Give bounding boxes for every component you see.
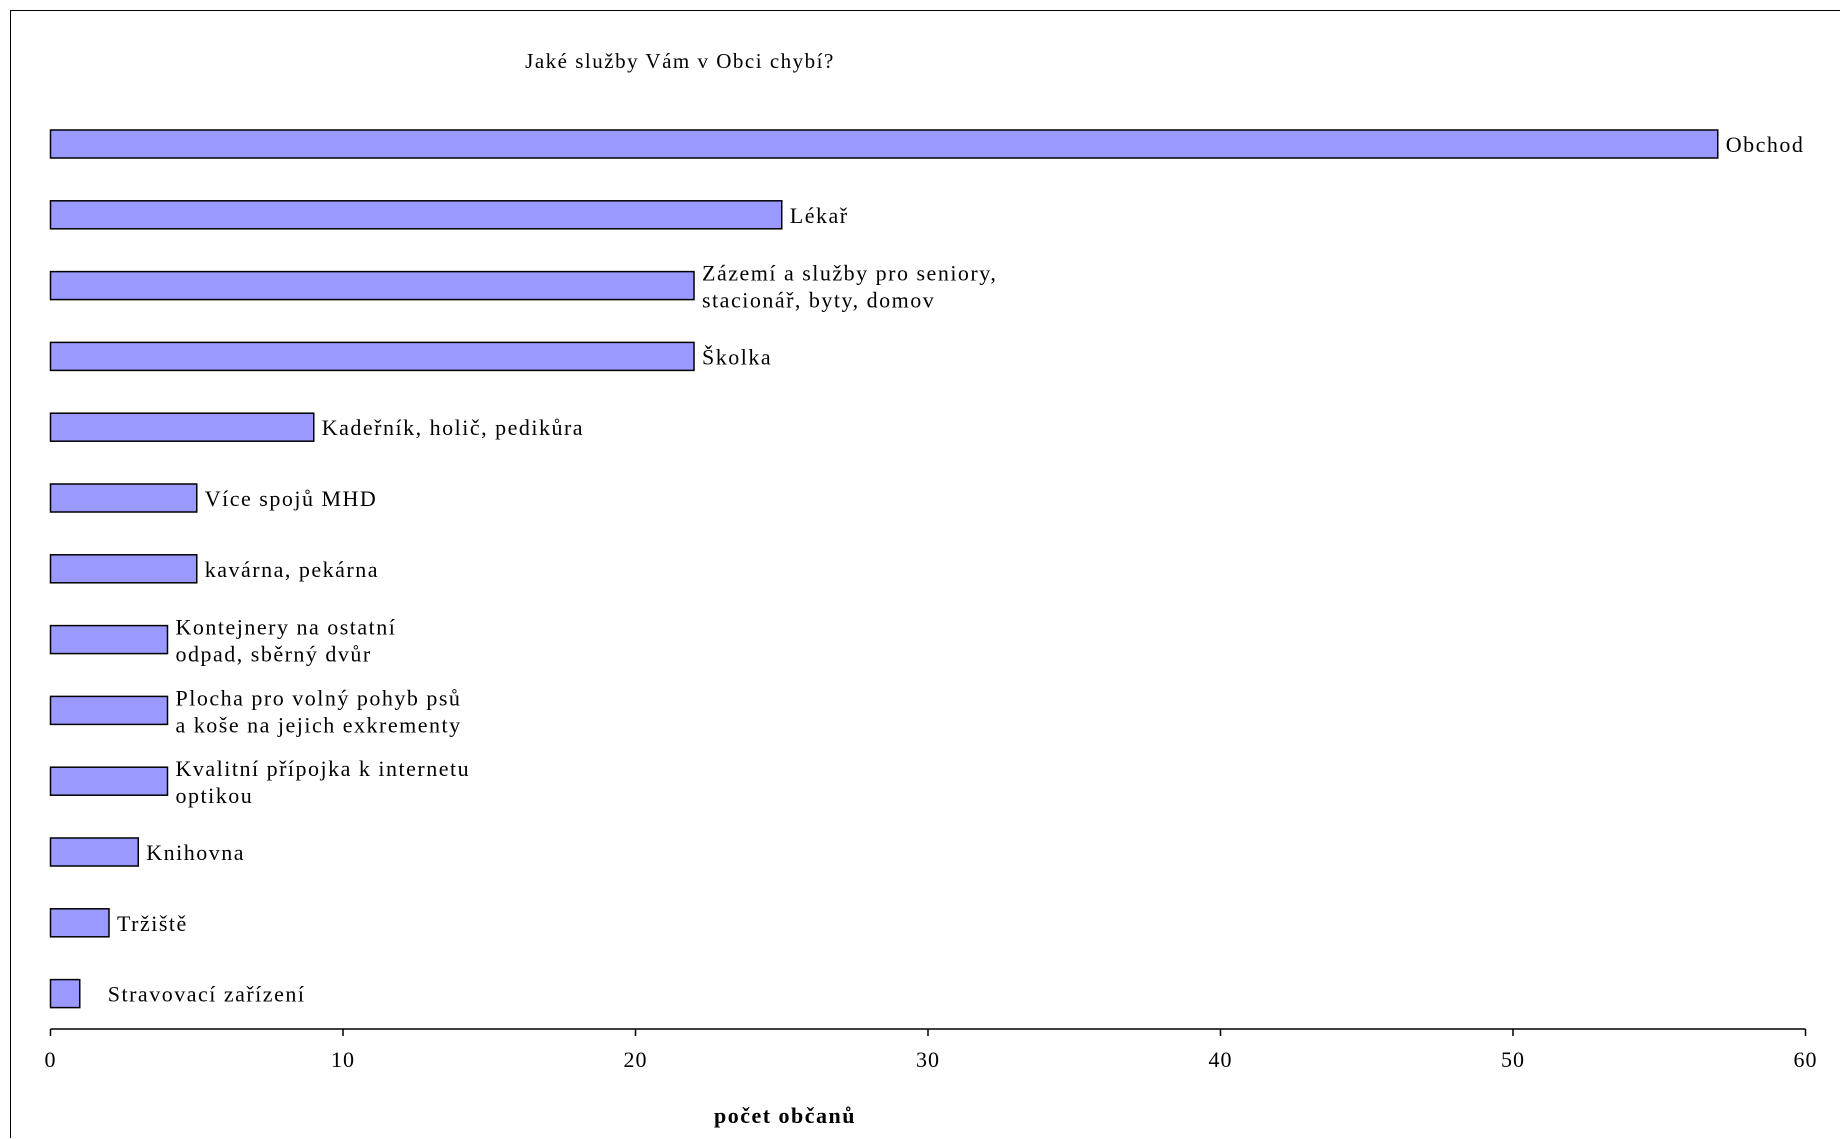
bar-label: Knihovna	[146, 840, 245, 865]
x-tick-label: 0	[45, 1047, 57, 1072]
bar	[49, 129, 1719, 159]
bar-chart: Jaké služby Vám v Obci chybí? Obchod Léka…	[45, 49, 1818, 1128]
bar	[49, 624, 169, 655]
bar-label: Stravovací zařízení	[108, 982, 306, 1007]
bar-label: Tržiště	[117, 911, 188, 936]
bar-label: Lékař	[790, 203, 849, 228]
x-tick-label: 20	[624, 1047, 648, 1072]
bar	[49, 270, 695, 301]
bar	[49, 978, 81, 1009]
bar	[49, 554, 198, 584]
x-tick-label: 50	[1501, 1047, 1525, 1072]
x-axis: 0 10 20 30 40 50 60	[45, 1028, 1818, 1072]
bar	[49, 695, 169, 726]
bar	[49, 200, 783, 230]
bar	[49, 766, 169, 796]
bar-label: Více spojů MHD	[205, 486, 378, 511]
chart-title: Jaké služby Vám v Obci chybí?	[525, 49, 835, 73]
bar-label: Školka	[702, 344, 772, 369]
bar	[49, 412, 315, 442]
x-axis-label: počet občanů	[714, 1103, 856, 1128]
bar-label: Kadeřník, holič, pedikůra	[322, 415, 584, 440]
x-tick-label: 30	[916, 1047, 940, 1072]
bar-label: Plocha pro volný pohyb psů a koše na jeji…	[176, 685, 462, 737]
bar-label: Obchod	[1726, 132, 1805, 157]
bar	[49, 908, 110, 938]
chart-frame: Jaké služby Vám v Obci chybí? Obchod Léka…	[10, 10, 1840, 1138]
bar	[49, 837, 139, 867]
bars-layer: Obchod Lékař Zázemí a služby pro seniory, s…	[49, 129, 1805, 1009]
bar-label: Kontejnery na ostatní odpad, sběrný dvůr	[176, 615, 397, 667]
x-tick-label: 60	[1794, 1047, 1818, 1072]
bar-label: Zázemí a služby pro seniory, stacionář, b…	[702, 261, 997, 313]
x-tick-label: 10	[331, 1047, 355, 1072]
bar-label: kavárna, pekárna	[205, 557, 379, 582]
x-tick-label: 40	[1209, 1047, 1233, 1072]
bar	[49, 341, 695, 372]
bar-label: Kvalitní přípojka k internetu optikou	[176, 756, 471, 808]
bar	[49, 483, 198, 513]
